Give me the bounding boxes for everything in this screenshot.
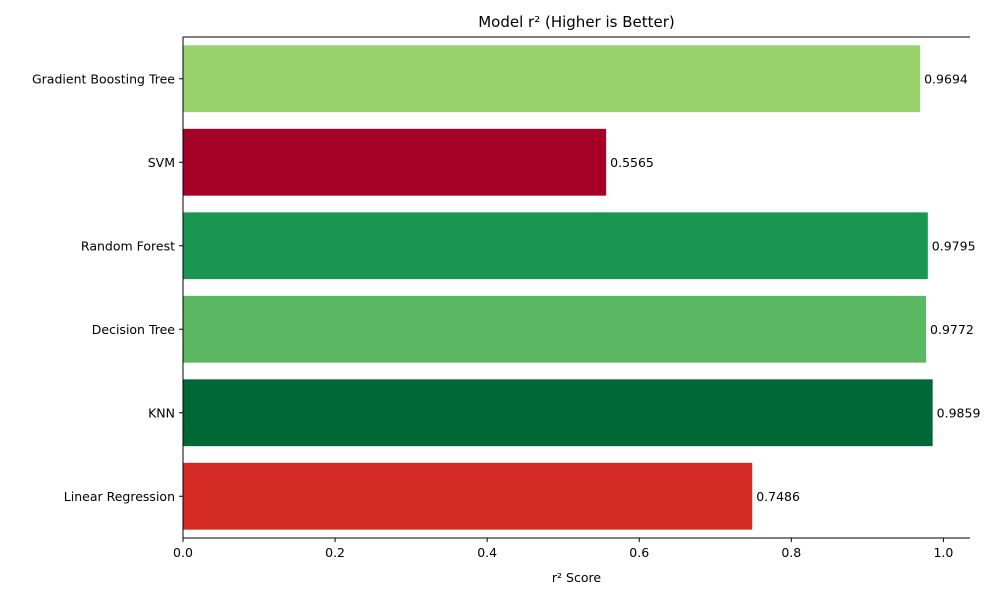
axis-spines (182, 36, 970, 539)
value-label: 0.9772 (930, 322, 974, 337)
y-axis-ticks: Gradient Boosting Tree SVM Random Forest De… (32, 71, 183, 504)
y-tick-label: Gradient Boosting Tree (32, 71, 175, 86)
value-label: 0.9694 (924, 71, 968, 86)
bar-linear-regression (183, 462, 753, 530)
x-tick-label: 0.0 (173, 545, 193, 560)
x-axis-label: r² Score (552, 570, 601, 585)
value-label: 0.5565 (610, 155, 654, 170)
bar-svm (183, 128, 607, 196)
value-label: 0.9795 (932, 238, 976, 253)
y-tick-label: SVM (148, 155, 175, 170)
value-label: 0.9859 (937, 405, 981, 420)
x-tick-label: 0.8 (781, 545, 801, 560)
x-axis-ticks: 0.0 0.2 0.4 0.6 0.8 1.0 (173, 538, 953, 560)
bar-random-forest (183, 212, 928, 280)
bar-decision-tree (183, 295, 927, 363)
y-tick-label: KNN (148, 405, 175, 420)
x-tick-label: 0.6 (629, 545, 649, 560)
x-tick-label: 0.2 (325, 545, 345, 560)
y-tick-label: Decision Tree (92, 322, 176, 337)
bar-knn (183, 379, 933, 447)
chart-title: Model r² (Higher is Better) (478, 13, 675, 31)
bar-gradient-boosting-tree (183, 45, 921, 113)
value-label: 0.7486 (756, 489, 800, 504)
bars-group (183, 45, 933, 530)
y-tick-label: Linear Regression (64, 489, 175, 504)
y-tick-label: Random Forest (81, 238, 175, 253)
x-tick-label: 0.4 (477, 545, 497, 560)
x-tick-label: 1.0 (933, 545, 953, 560)
value-labels-group: 0.9694 0.5565 0.9795 0.9772 0.9859 0.7486 (610, 71, 980, 504)
